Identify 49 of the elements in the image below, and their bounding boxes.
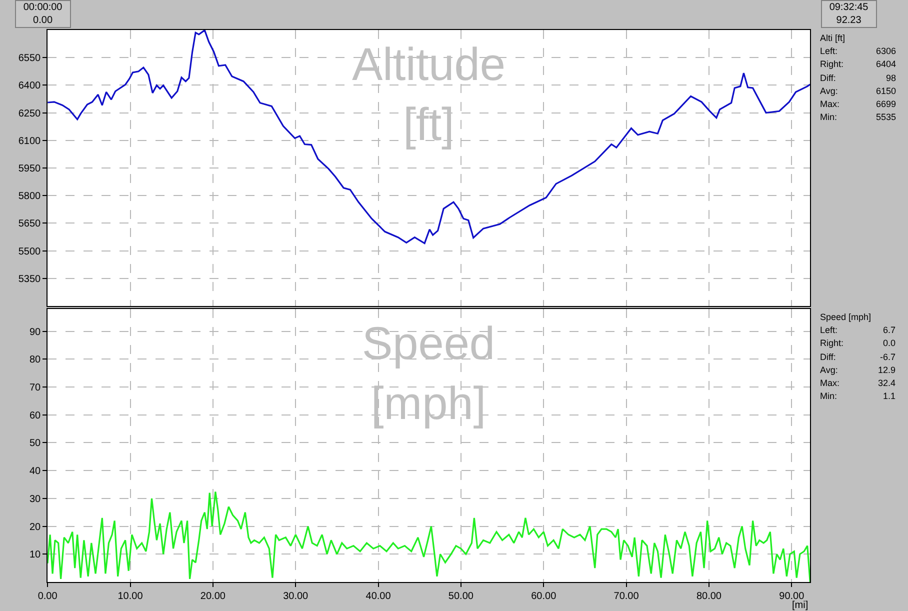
y-tick-label: 5800 — [18, 191, 42, 202]
x-tick-label: 80.00 — [696, 591, 722, 602]
text: Avg: 6150 — [820, 86, 896, 96]
text: Left: 6306 — [820, 46, 896, 56]
y-tick-label: 30 — [29, 494, 42, 505]
text: Speed [mph] — [820, 312, 872, 322]
y-tick-label: 6100 — [18, 136, 42, 147]
x-tick-label: 0.00 — [38, 591, 58, 602]
y-tick-label: 6400 — [18, 80, 42, 92]
y-tick-label: 5350 — [18, 274, 42, 285]
y-tick-label: 5500 — [18, 246, 42, 258]
text: Speed [mph] — [362, 317, 496, 429]
text: Max: 6699 — [820, 99, 896, 109]
x-tick-label: 30.00 — [283, 591, 309, 602]
line-series — [48, 490, 810, 582]
x-tick-label: 50.00 — [448, 591, 474, 602]
y-tick-label: 60 — [29, 410, 42, 422]
y-tick-label: 10 — [29, 550, 42, 561]
text: Left: 6.7 — [820, 325, 896, 335]
text: Min: 1.1 — [820, 391, 896, 401]
x-tick-label: 40.00 — [366, 591, 392, 602]
x-axis-title: [mi] — [792, 600, 808, 611]
text: 00:00:00 0.00 — [23, 2, 63, 26]
y-tick-label: 20 — [29, 522, 42, 533]
y-tick-label: 50 — [29, 438, 42, 450]
y-tick-label: 70 — [29, 382, 42, 394]
y-tick-label: 80 — [29, 354, 42, 366]
x-tick-label: 70.00 — [614, 591, 640, 602]
y-tick-label: 5950 — [18, 164, 42, 174]
y-tick-label: 40 — [29, 466, 42, 478]
y-tick-label: 6250 — [18, 108, 42, 120]
x-tick-label: 60.00 — [531, 591, 557, 602]
line-series — [48, 30, 810, 244]
text: Right: 6404 — [820, 59, 896, 69]
text: Avg: 12.9 — [820, 365, 896, 375]
y-tick-label: 5650 — [18, 218, 42, 230]
x-tick-label: 20.00 — [200, 591, 226, 602]
text: Diff: -6.7 — [820, 352, 896, 362]
text: Min: 5535 — [820, 112, 896, 122]
x-tick-label: 90.00 — [779, 591, 805, 602]
y-tick-label: 6550 — [18, 53, 42, 64]
text: Altitude [ft] — [352, 38, 506, 150]
text: 09:32:45 92.23 — [829, 2, 869, 26]
text: Diff: 98 — [820, 73, 896, 83]
y-tick-label: 90 — [29, 326, 42, 338]
text: Max: 32.4 — [820, 378, 896, 388]
text: Alti [ft] — [820, 33, 846, 43]
x-tick-label: 10.00 — [118, 591, 144, 602]
text: Right: 0.0 — [820, 338, 896, 348]
